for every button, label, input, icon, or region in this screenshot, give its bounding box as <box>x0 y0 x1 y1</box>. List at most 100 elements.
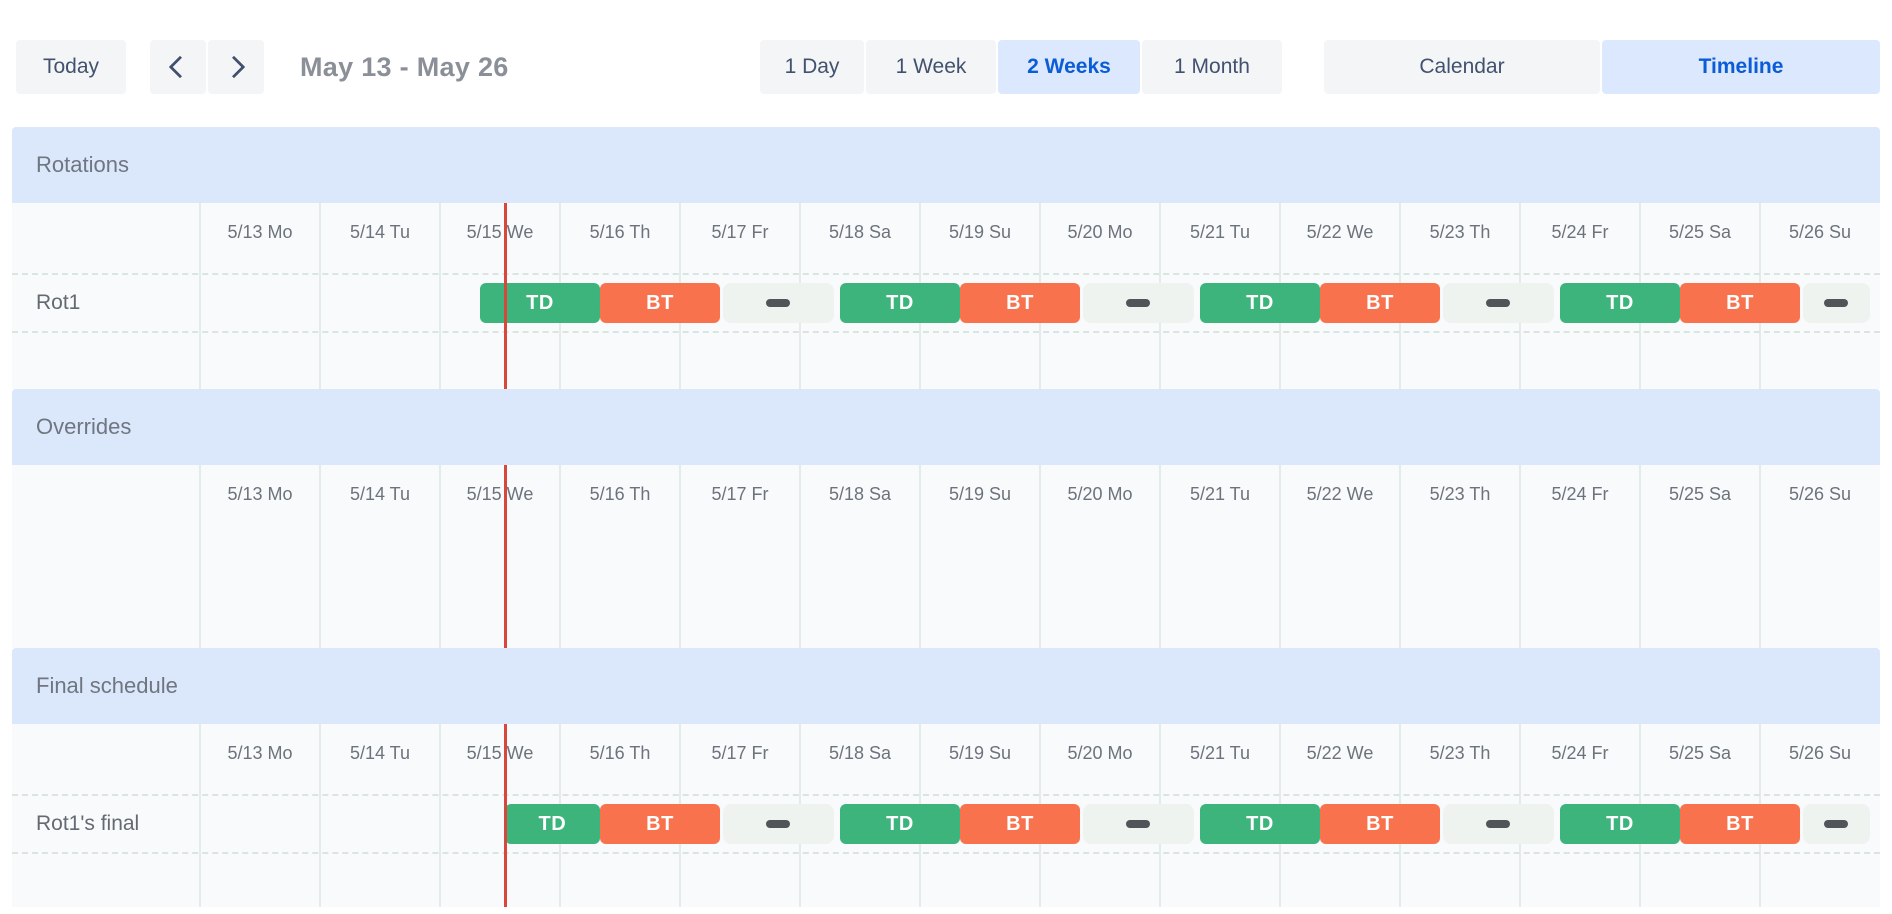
row-separator <box>12 852 1880 854</box>
prev-period-button[interactable] <box>150 40 206 94</box>
day-column-header: 5/14 Tu <box>349 483 411 504</box>
day-column-header: 5/18 Sa <box>828 483 892 504</box>
section-header-overrides[interactable]: Overrides <box>12 389 1880 465</box>
shift-bar-bt[interactable]: BT <box>1319 283 1440 323</box>
column-border <box>1279 465 1281 648</box>
shift-bar-bt[interactable]: BT <box>599 283 720 323</box>
current-time-indicator <box>503 724 507 907</box>
view-button-1-day[interactable]: 1 Day <box>760 40 864 94</box>
mode-button-calendar[interactable]: Calendar <box>1324 40 1600 94</box>
shift-bar-td[interactable]: TD <box>839 804 960 844</box>
toolbar: Today May 13 - May 26 1 Day 1 Week 2 Wee… <box>0 0 1892 127</box>
gap-strip <box>1802 804 1870 844</box>
day-column-header: 5/26 Su <box>1788 742 1852 763</box>
column-border <box>1039 465 1041 648</box>
section-grid-rotations: 5/13 Mo 5/14 Tu 5/15 We 5/16 Th 5/17 Fr 5/18 … <box>12 203 1880 389</box>
day-column-header: 5/15 We <box>466 742 534 763</box>
column-border <box>199 465 201 648</box>
day-column-header: 5/17 Fr <box>711 221 769 242</box>
view-button-1-week[interactable]: 1 Week <box>866 40 996 94</box>
shift-bar-bt[interactable]: BT <box>1319 804 1440 844</box>
shift-bar-td[interactable]: TD <box>839 283 960 323</box>
shift-bar-bt[interactable]: BT <box>1679 804 1800 844</box>
gap-strip <box>1802 283 1870 323</box>
section-title: Rotations <box>36 152 129 177</box>
day-column-header: 5/15 We <box>466 221 534 242</box>
day-column-header: 5/16 Th <box>589 742 651 763</box>
day-column-header: 5/19 Su <box>948 483 1012 504</box>
gap-strip <box>1082 283 1194 323</box>
section-grid-overrides: 5/13 Mo 5/14 Tu 5/15 We 5/16 Th 5/17 Fr 5/18 … <box>12 465 1880 648</box>
shift-bar-td[interactable]: TD <box>1559 804 1680 844</box>
mode-button-timeline[interactable]: Timeline <box>1602 40 1880 94</box>
day-column-header: 5/24 Fr <box>1551 742 1609 763</box>
shift-bar-td[interactable]: TD <box>504 804 600 844</box>
column-border <box>319 203 321 389</box>
gap-dash-icon <box>1824 820 1849 828</box>
column-border <box>319 724 321 907</box>
gap-dash-icon <box>1824 299 1849 307</box>
day-column-header: 5/22 We <box>1306 483 1374 504</box>
column-border <box>1639 465 1641 648</box>
shift-bar-td[interactable]: TD <box>1199 804 1320 844</box>
gap-dash-icon <box>1486 299 1511 307</box>
gap-dash-icon <box>1126 820 1151 828</box>
today-button[interactable]: Today <box>16 40 126 94</box>
day-column-header: 5/20 Mo <box>1067 742 1133 763</box>
chevron-right-icon <box>222 55 246 79</box>
day-column-header: 5/25 Sa <box>1668 221 1732 242</box>
gap-strip <box>722 804 834 844</box>
section-header-rotations[interactable]: Rotations <box>12 127 1880 203</box>
day-column-header: 5/24 Fr <box>1551 221 1609 242</box>
day-column-header: 5/26 Su <box>1788 483 1852 504</box>
column-border <box>199 724 201 907</box>
shift-bar-td[interactable]: TD <box>1199 283 1320 323</box>
column-border <box>439 465 441 648</box>
shift-bar-bt[interactable]: BT <box>959 283 1080 323</box>
day-column-header: 5/16 Th <box>589 221 651 242</box>
schedule-timeline: Rotations 5/13 Mo 5/14 Tu 5/15 We 5/16 Th 5/1… <box>12 127 1880 907</box>
day-column-header: 5/13 Mo <box>227 742 293 763</box>
shift-bar-td[interactable]: TD <box>1559 283 1680 323</box>
day-column-header: 5/23 Th <box>1429 742 1491 763</box>
section-header-final-schedule[interactable]: Final schedule <box>12 648 1880 724</box>
day-column-header: 5/20 Mo <box>1067 483 1133 504</box>
gap-strip <box>1442 283 1554 323</box>
day-column-header: 5/24 Fr <box>1551 483 1609 504</box>
day-column-header: 5/15 We <box>466 483 534 504</box>
day-column-header: 5/23 Th <box>1429 221 1491 242</box>
column-border <box>199 203 201 389</box>
gap-strip <box>722 283 834 323</box>
view-button-2-weeks[interactable]: 2 Weeks <box>998 40 1140 94</box>
gap-strip <box>1442 804 1554 844</box>
day-column-header: 5/22 We <box>1306 221 1374 242</box>
day-column-header: 5/14 Tu <box>349 221 411 242</box>
day-column-header: 5/13 Mo <box>227 483 293 504</box>
next-period-button[interactable] <box>208 40 264 94</box>
column-border <box>559 465 561 648</box>
gap-dash-icon <box>1486 820 1511 828</box>
column-border <box>679 465 681 648</box>
shift-bar-bt[interactable]: BT <box>959 804 1080 844</box>
shift-bar-bt[interactable]: BT <box>1679 283 1800 323</box>
shift-bar-bt[interactable]: BT <box>599 804 720 844</box>
column-border <box>1399 465 1401 648</box>
day-column-header: 5/17 Fr <box>711 483 769 504</box>
column-border <box>1519 465 1521 648</box>
shift-bar-td[interactable]: TD <box>479 283 600 323</box>
gap-dash-icon <box>1126 299 1151 307</box>
day-column-header: 5/25 Sa <box>1668 483 1732 504</box>
view-button-1-month[interactable]: 1 Month <box>1142 40 1282 94</box>
column-border <box>799 465 801 648</box>
current-time-indicator <box>503 203 507 389</box>
day-column-header: 5/22 We <box>1306 742 1374 763</box>
column-border <box>439 724 441 907</box>
day-column-header: 5/26 Su <box>1788 221 1852 242</box>
gap-dash-icon <box>766 299 791 307</box>
day-column-header: 5/19 Su <box>948 742 1012 763</box>
current-time-indicator <box>503 465 507 648</box>
day-column-header: 5/18 Sa <box>828 742 892 763</box>
day-column-header: 5/16 Th <box>589 483 651 504</box>
day-column-header: 5/23 Th <box>1429 483 1491 504</box>
day-column-header: 5/21 Tu <box>1189 221 1251 242</box>
